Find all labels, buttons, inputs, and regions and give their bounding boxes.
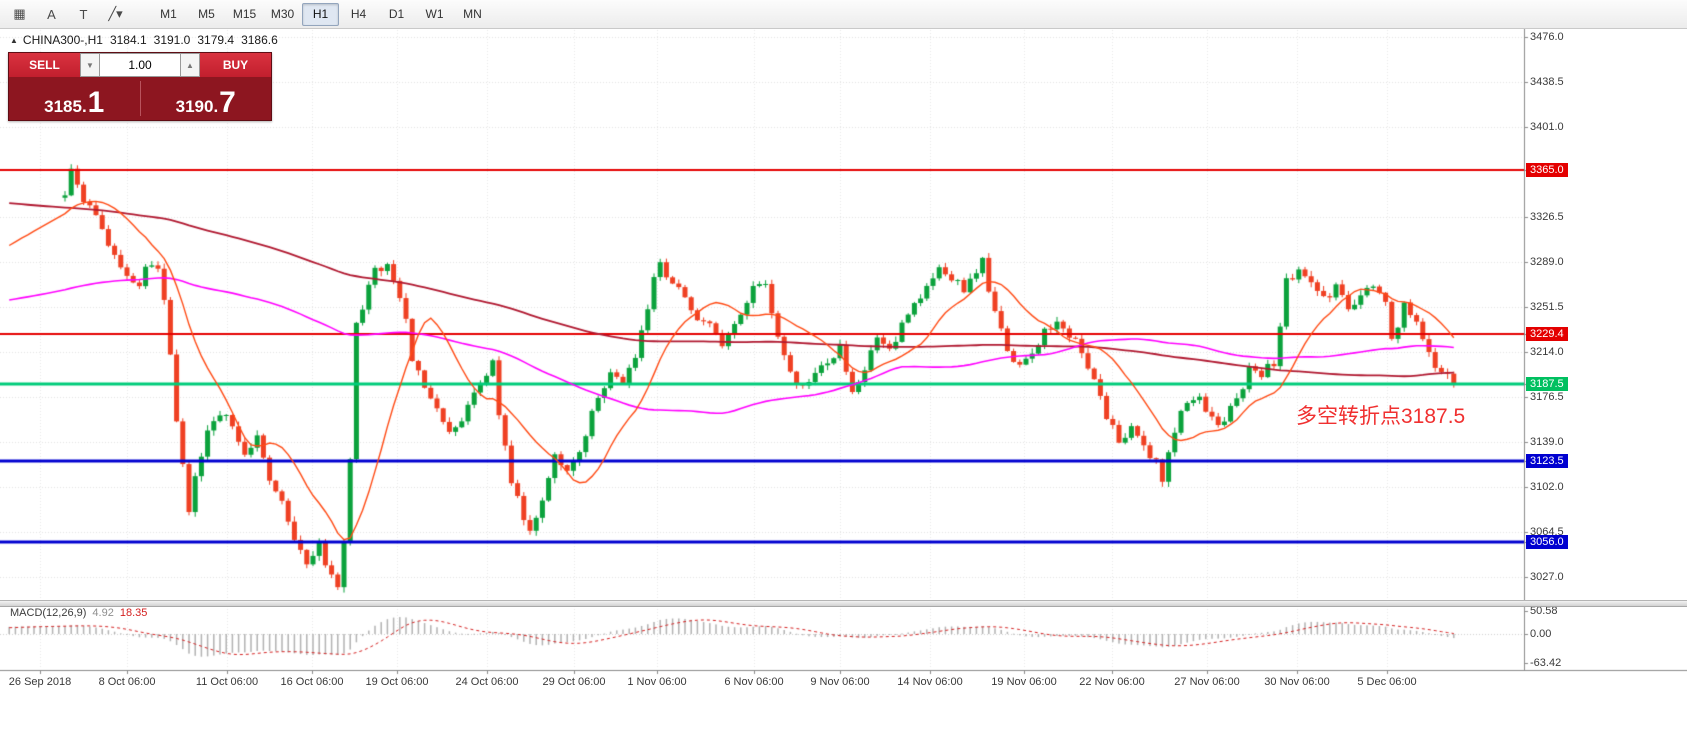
toolbar-icon-group: ▦ A T ╱▾ [5, 2, 130, 26]
price-line-badge: 3229.4 [1526, 326, 1568, 341]
cursor-arrow-icon[interactable]: A [47, 6, 56, 22]
sell-price-main: 3185. [44, 97, 87, 116]
time-axis-label: 19 Oct 06:00 [365, 676, 429, 688]
timeframe-m30-button[interactable]: M30 [270, 7, 295, 21]
sell-price-display[interactable]: 3185. 1 [9, 77, 140, 120]
price-tick-label: 3064.5 [1530, 525, 1564, 538]
symbol-name: CHINA300-,H1 [22, 33, 103, 47]
price-tick-label: 3176.5 [1530, 391, 1564, 404]
time-axis-label: 6 Nov 06:00 [724, 676, 784, 688]
timeframe-m1-button[interactable]: M1 [160, 7, 177, 21]
timeframe-m5-button[interactable]: M5 [198, 7, 215, 21]
symbol-arrow-icon: ▲ [10, 35, 18, 45]
time-axis-label: 14 Nov 06:00 [897, 676, 963, 688]
volume-decrement-button[interactable]: ▼ [80, 53, 100, 77]
time-axis-label: 8 Oct 06:00 [98, 676, 156, 688]
price-tick-label: 3251.5 [1530, 300, 1564, 313]
timeframe-m15-button[interactable]: M15 [232, 7, 257, 21]
price-high: 3191.0 [153, 33, 191, 47]
price-tick-label: 3326.5 [1530, 210, 1564, 223]
price-low: 3179.4 [197, 33, 235, 47]
price-open: 3184.1 [109, 33, 147, 47]
trendline-tools-icon[interactable]: ╱▾ [108, 6, 123, 21]
trade-panel-prices: 3185. 1 3190. 7 [9, 77, 271, 120]
macd-name: MACD(12,26,9) [10, 607, 87, 619]
price-tick-label: 3438.5 [1530, 76, 1564, 89]
timeframe-mn-button[interactable]: MN [463, 7, 482, 21]
timeframe-h1-button[interactable]: H1 [302, 2, 339, 26]
price-tick-label: 3139.0 [1530, 436, 1564, 449]
price-line-badge: 3056.0 [1526, 535, 1568, 550]
volume-input[interactable]: 1.00 [100, 53, 180, 77]
one-click-trading-panel: SELL ▼ 1.00 ▲ BUY 3185. 1 3190. 7 [8, 52, 272, 121]
macd-axis-label: -63.42 [1530, 656, 1562, 669]
timeframe-w1-button[interactable]: W1 [425, 7, 444, 21]
time-axis-label: 11 Oct 06:00 [195, 676, 259, 688]
time-axis-label: 26 Sep 2018 [8, 676, 72, 688]
macd-indicator-label: MACD(12,26,9) 4.92 18.35 [10, 607, 147, 619]
time-axis-label: 22 Nov 06:00 [1079, 676, 1145, 688]
macd-main-value: 4.92 [92, 607, 114, 619]
timeframe-h4-button[interactable]: H4 [350, 7, 367, 21]
time-axis-label: 19 Nov 06:00 [991, 676, 1057, 688]
time-axis-label: 27 Nov 06:00 [1174, 676, 1240, 688]
toolbar: ▦ A T ╱▾ M1 M5 M15 M30 H1 H4 D1 W1 MN [0, 0, 1687, 29]
sell-button[interactable]: SELL [9, 53, 80, 77]
price-tick-label: 3289.0 [1530, 255, 1564, 268]
buy-button[interactable]: BUY [200, 53, 271, 77]
volume-increment-button[interactable]: ▲ [180, 53, 200, 77]
time-axis-label: 16 Oct 06:00 [280, 676, 344, 688]
grid-pattern-icon[interactable]: ▦ [13, 6, 26, 21]
time-axis-label: 9 Nov 06:00 [810, 676, 870, 688]
text-tool-icon[interactable]: T [79, 6, 88, 22]
time-axis-label: 1 Nov 06:00 [627, 676, 687, 688]
price-line-badge: 3123.5 [1526, 453, 1568, 468]
price-tick-label: 3027.0 [1530, 570, 1564, 583]
price-line-badge: 3365.0 [1526, 163, 1568, 178]
time-axis-label: 5 Dec 06:00 [1357, 676, 1417, 688]
time-axis-label: 29 Oct 06:00 [542, 676, 606, 688]
price-line-badge: 3187.5 [1526, 376, 1568, 391]
macd-axis-label: 0.00 [1530, 628, 1552, 640]
macd-signal-value: 18.35 [119, 607, 148, 619]
trade-panel-divider [139, 81, 141, 116]
symbol-info: ▲ CHINA300-,H1 3184.1 3191.0 3179.4 3186… [10, 33, 278, 47]
timeframe-d1-button[interactable]: D1 [388, 7, 405, 21]
trade-panel-controls: SELL ▼ 1.00 ▲ BUY [9, 53, 271, 77]
buy-price-display[interactable]: 3190. 7 [141, 77, 272, 120]
price-tick-label: 3476.0 [1530, 31, 1564, 43]
macd-axis-label: 50.58 [1530, 605, 1558, 618]
price-tick-label: 3102.0 [1530, 480, 1564, 493]
time-axis-label: 24 Oct 06:00 [455, 676, 519, 688]
buy-price-big-digit: 7 [219, 85, 236, 119]
chart-annotation-text: 多空转折点3187.5 [1296, 405, 1466, 428]
pane-splitter[interactable] [0, 600, 1687, 607]
time-axis-label: 30 Nov 06:00 [1264, 676, 1330, 688]
price-close: 3186.6 [241, 33, 278, 47]
price-tick-label: 3401.0 [1530, 121, 1564, 134]
timeframe-group: M1 M5 M15 M30 H1 H4 D1 W1 MN [150, 2, 491, 26]
price-tick-label: 3214.0 [1530, 346, 1564, 359]
sell-price-big-digit: 1 [87, 85, 105, 119]
buy-price-main: 3190. [175, 97, 219, 116]
